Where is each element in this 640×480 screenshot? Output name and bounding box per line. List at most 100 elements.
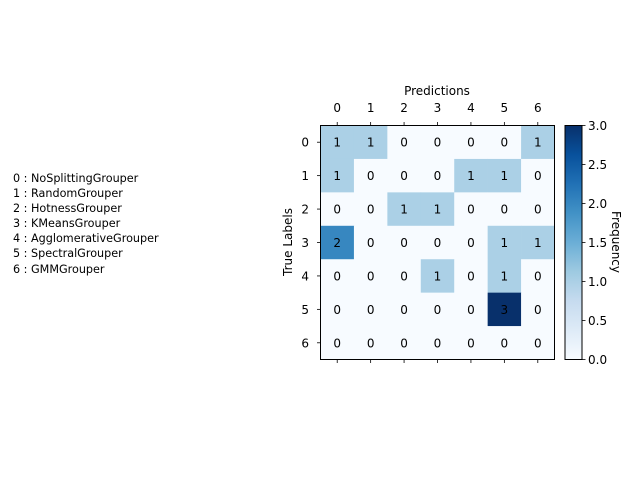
- heatmap-cell: [487, 225, 522, 260]
- heatmap-cell: [487, 292, 522, 327]
- colorbar-tick-label: 3.0: [588, 119, 607, 133]
- class-legend-item: 2 : HotnessGrouper: [13, 202, 122, 216]
- heatmap-cell: [487, 326, 522, 360]
- y-tick-label: 0: [301, 136, 309, 150]
- heatmap-cell: [387, 259, 422, 293]
- x-tick-label: 2: [400, 101, 408, 115]
- colorbar-tick-label: 2.5: [588, 158, 607, 172]
- colorbar-tick-label: 0.5: [588, 314, 607, 328]
- heatmap-cell: [487, 192, 522, 227]
- cell-value-label: 2: [333, 236, 341, 250]
- x-tick-label: 0: [333, 101, 341, 115]
- heatmap-cell: [420, 125, 455, 160]
- heatmap-cell: [521, 326, 555, 360]
- cell-value-label: 0: [367, 336, 375, 350]
- y-tick-label: 5: [301, 303, 309, 317]
- heatmap-cell: [320, 225, 355, 260]
- cell-value-label: 1: [534, 236, 542, 250]
- cell-value-label: 1: [534, 136, 542, 150]
- heatmap-cell: [420, 259, 455, 293]
- x-tick-label: 3: [434, 101, 442, 115]
- heatmap-cell: [420, 158, 455, 193]
- cell-value-label: 0: [367, 303, 375, 317]
- y-tick-label: 1: [301, 169, 309, 183]
- cell-value-label: 1: [434, 269, 442, 283]
- heatmap-cell: [420, 192, 455, 227]
- heatmap-cell: [487, 158, 522, 193]
- heatmap-cell: [320, 326, 355, 360]
- heatmap-cell: [353, 225, 388, 260]
- cell-value-label: 0: [333, 269, 341, 283]
- cell-value-label: 1: [501, 236, 509, 250]
- cell-value-label: 0: [501, 336, 509, 350]
- heatmap-cell: [320, 192, 355, 227]
- cell-value-label: 0: [534, 169, 542, 183]
- heatmap-cell: [487, 259, 522, 293]
- cell-value-label: 0: [400, 303, 408, 317]
- cell-value-label: 0: [333, 303, 341, 317]
- cell-value-label: 1: [434, 203, 442, 217]
- heatmap-cell: [420, 292, 455, 327]
- heatmap-cell: [320, 292, 355, 327]
- heatmap-cell: [353, 292, 388, 327]
- class-legend: 0 : NoSplittingGrouper 1 : RandomGrouper 2…: [13, 171, 159, 277]
- heatmap-cell: [353, 326, 388, 360]
- cell-value-label: 0: [434, 236, 442, 250]
- heatmap-cell: [320, 259, 355, 293]
- heatmap-cell: [454, 125, 488, 160]
- cell-value-label: 0: [534, 336, 542, 350]
- class-legend-item: 1 : RandomGrouper: [13, 187, 123, 201]
- cell-value-label: 1: [501, 269, 509, 283]
- y-tick-label: 2: [301, 203, 309, 217]
- cell-value-label: 0: [434, 336, 442, 350]
- y-axis-ticks: 0 1 2 3 4 5 6: [301, 136, 321, 350]
- cell-value-label: 0: [467, 136, 475, 150]
- x-tick-label: 6: [534, 101, 542, 115]
- cell-value-label: 1: [467, 169, 475, 183]
- heatmap-cell: [521, 125, 555, 160]
- cell-value-label: 0: [534, 203, 542, 217]
- heatmap-cell: [521, 225, 555, 260]
- cell-value-label: 0: [467, 303, 475, 317]
- cell-value-label: 0: [400, 236, 408, 250]
- cell-value-label: 0: [467, 336, 475, 350]
- y-tick-label: 4: [301, 269, 309, 283]
- heatmap-cell: [353, 192, 388, 227]
- cell-value-labels: 1 1 0 0 0 0 1 1 0 0 0 1 1 0 0 0 1 1 0 0 0 2 0 0 0 0 1 1 0 0 0 1 0 1 0 0 0 0 0 0…: [333, 136, 541, 351]
- cell-value-label: 0: [467, 203, 475, 217]
- cell-value-label: 0: [367, 269, 375, 283]
- cell-value-label: 1: [333, 169, 341, 183]
- cell-value-label: 0: [400, 169, 408, 183]
- cell-value-label: 0: [434, 303, 442, 317]
- heatmap-cell: [353, 125, 388, 160]
- heatmap-cell: [353, 259, 388, 293]
- cell-value-label: 1: [333, 136, 341, 150]
- heatmap-cell: [387, 225, 422, 260]
- colorbar-label: Frequency: [609, 211, 623, 273]
- heatmap-cell: [521, 292, 555, 327]
- class-legend-item: 4 : AgglomerativeGrouper: [13, 232, 159, 246]
- colorbar-tick-label: 1.0: [588, 275, 607, 289]
- class-legend-item: 6 : GMMGrouper: [13, 262, 105, 276]
- cell-value-label: 0: [333, 336, 341, 350]
- class-legend-item: 5 : SpectralGrouper: [13, 247, 123, 261]
- y-axis-label: True Labels: [281, 208, 295, 277]
- cell-value-label: 0: [367, 236, 375, 250]
- cell-value-label: 1: [400, 203, 408, 217]
- heatmap-cell: [521, 259, 555, 293]
- cell-value-label: 3: [501, 303, 509, 317]
- x-tick-label: 1: [367, 101, 375, 115]
- cell-value-label: 0: [400, 136, 408, 150]
- cell-value-label: 0: [400, 336, 408, 350]
- heatmap-cell: [454, 259, 488, 293]
- heatmap-cell: [521, 192, 555, 227]
- cell-value-label: 0: [534, 303, 542, 317]
- cell-value-label: 1: [501, 169, 509, 183]
- colorbar-tick-label: 2.0: [588, 197, 607, 211]
- cell-value-label: 0: [367, 203, 375, 217]
- heatmap-cell: [387, 125, 422, 160]
- heatmap-cell: [454, 192, 488, 227]
- heatmap-cell: [521, 158, 555, 193]
- x-axis-label: Predictions: [404, 84, 470, 98]
